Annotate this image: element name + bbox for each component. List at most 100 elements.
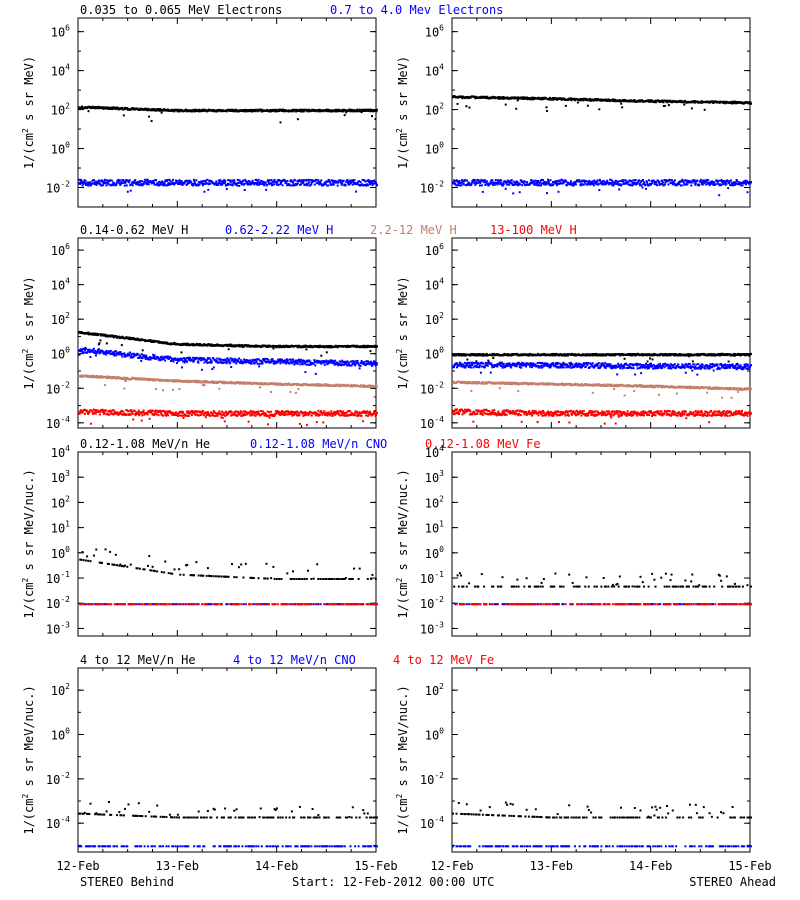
- data-point: [460, 184, 463, 187]
- data-point: [101, 184, 104, 187]
- data-point: [111, 184, 114, 187]
- y-tick-label: 106: [425, 24, 444, 40]
- data-point: [207, 361, 210, 364]
- data-point: [220, 416, 223, 419]
- data-point: [350, 383, 353, 386]
- data-point: [98, 342, 101, 345]
- data-point: [369, 183, 371, 186]
- data-point: [171, 414, 174, 416]
- data-point: [656, 184, 658, 187]
- data-point: [137, 353, 140, 356]
- data-point: [277, 184, 280, 186]
- data-point: [243, 414, 246, 416]
- data-point: [603, 183, 606, 186]
- data-point: [598, 108, 601, 111]
- data-point: [627, 180, 630, 183]
- data-point: [729, 184, 732, 187]
- data-point: [202, 182, 205, 185]
- data-point: [282, 344, 285, 347]
- data-point: [668, 178, 671, 181]
- data-point: [301, 363, 304, 366]
- data-point: [183, 361, 186, 364]
- data-point: [593, 179, 596, 182]
- data-point: [235, 362, 238, 365]
- data-point: [320, 362, 323, 365]
- data-point: [216, 110, 219, 113]
- data-point: [123, 412, 126, 415]
- data-point: [373, 395, 376, 398]
- series-blue: [78, 346, 378, 375]
- data-point: [651, 182, 653, 185]
- data-point: [83, 351, 86, 354]
- y-tick-label: 102: [51, 102, 70, 118]
- data-point: [468, 106, 471, 109]
- data-point: [194, 413, 197, 416]
- data-point: [243, 189, 246, 191]
- data-point: [351, 362, 354, 365]
- data-point: [721, 181, 724, 184]
- data-point: [303, 362, 306, 365]
- data-point: [122, 410, 125, 413]
- data-point: [152, 357, 155, 360]
- data-point: [279, 183, 282, 185]
- data-point: [331, 414, 334, 417]
- data-point: [512, 180, 515, 183]
- data-point: [129, 351, 132, 354]
- data-point: [279, 414, 281, 417]
- data-point: [370, 108, 372, 111]
- data-point: [542, 179, 544, 182]
- data-point: [275, 410, 277, 413]
- data-point: [261, 360, 264, 363]
- data-point: [484, 181, 487, 184]
- y-tick-label: 106: [425, 242, 444, 258]
- data-point: [723, 180, 726, 182]
- data-point: [319, 182, 322, 185]
- data-point: [475, 180, 478, 183]
- data-point: [161, 358, 164, 361]
- data-point: [370, 180, 372, 183]
- data-point: [661, 181, 664, 184]
- data-point: [139, 412, 142, 415]
- data-point: [302, 414, 305, 417]
- data-point: [242, 179, 245, 182]
- data-point: [525, 183, 528, 186]
- data-point: [537, 180, 540, 182]
- data-point: [305, 348, 308, 351]
- data-point: [177, 414, 179, 417]
- data-point: [250, 410, 253, 413]
- data-point: [288, 382, 291, 385]
- data-point: [134, 414, 137, 417]
- data-point: [102, 409, 105, 412]
- data-point: [144, 357, 147, 360]
- data-point: [734, 183, 737, 186]
- data-point: [376, 108, 378, 111]
- data-point: [453, 179, 455, 182]
- data-point: [365, 184, 368, 187]
- data-point: [122, 377, 125, 380]
- data-point: [684, 183, 687, 186]
- data-point: [279, 121, 282, 124]
- data-point: [128, 181, 131, 184]
- data-point: [354, 363, 357, 366]
- data-point: [216, 182, 219, 185]
- data-point: [516, 99, 519, 102]
- data-point: [185, 357, 187, 360]
- data-point: [618, 183, 621, 186]
- data-point: [264, 181, 267, 184]
- data-point: [284, 179, 286, 182]
- data-point: [137, 181, 140, 184]
- data-point: [238, 179, 241, 182]
- data-point: [645, 187, 647, 190]
- data-point: [376, 362, 378, 365]
- data-point: [254, 359, 257, 361]
- data-point: [266, 410, 269, 413]
- data-point: [146, 413, 149, 416]
- data-point: [368, 181, 371, 184]
- data-point: [472, 180, 475, 183]
- data-point: [176, 413, 179, 416]
- data-point: [110, 377, 113, 380]
- data-point: [370, 412, 372, 415]
- data-point: [248, 412, 251, 415]
- data-point: [561, 98, 563, 101]
